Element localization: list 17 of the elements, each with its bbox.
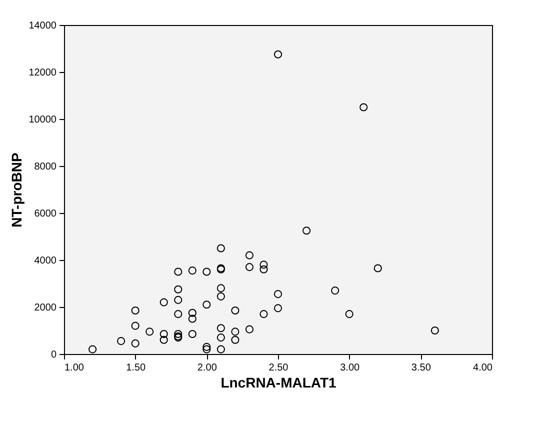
x-tick-label: 2.50 xyxy=(268,362,289,374)
x-axis-title: LncRNA-MALAT1 xyxy=(220,374,337,390)
y-tick-label: 8000 xyxy=(34,162,57,172)
y-tick-label: 6000 xyxy=(34,208,57,220)
x-tick-label: 1.50 xyxy=(126,362,146,374)
y-tick-label: 14000 xyxy=(28,20,57,32)
x-tick-label: 3.50 xyxy=(411,362,432,374)
y-tick-label: 2000 xyxy=(34,302,57,314)
y-tick-label: 4000 xyxy=(34,256,57,266)
y-tick-label: 12000 xyxy=(28,68,57,78)
y-axis-title: NT-proBNP xyxy=(8,152,25,228)
y-tick-label: 0 xyxy=(50,350,57,360)
x-tick-label: 3.00 xyxy=(340,362,360,374)
x-tick-label: 1.00 xyxy=(64,362,84,374)
y-tick-label: 10000 xyxy=(28,114,57,126)
x-tick-label: 2.00 xyxy=(197,362,218,374)
x-tick-label: 4.00 xyxy=(473,362,493,374)
